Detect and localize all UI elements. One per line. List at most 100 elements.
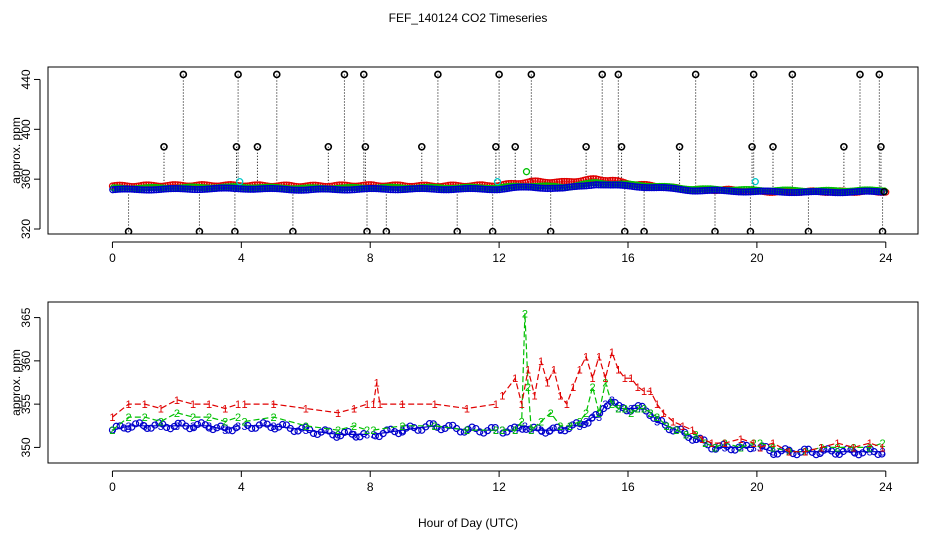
blue-point [703,186,711,195]
series-3-point [661,421,669,429]
series-3-point [538,427,546,435]
blue-point [872,188,881,196]
series-3-marker: 3 [786,447,792,459]
series-3-point [402,424,410,432]
blue-point [749,188,757,196]
blue-point [118,185,127,193]
blue-point [689,187,697,195]
blue-point [234,185,243,193]
series-3-point [333,433,341,441]
blue-point [309,185,317,194]
series-3-point [132,420,140,428]
blue-point [802,188,810,196]
series-3-point [507,425,515,433]
series-1-marker: 1 [850,442,856,454]
series-3-point [727,446,735,454]
blue-point [515,183,523,191]
blue-point [797,188,806,196]
blue-point [604,181,612,189]
blue-point [838,189,847,197]
blue-point [751,187,760,196]
spike-point [232,142,241,151]
blue-point [655,183,663,192]
blue-point [140,186,148,194]
blue-point [454,185,462,193]
series-3-marker: 3 [738,442,744,454]
series-2-marker: 2 [635,403,641,415]
blue-point [210,184,218,193]
series-3-point [831,450,840,458]
series-3-point [143,424,151,433]
blue-point [558,184,566,192]
y-tick-label: 360 [19,169,33,189]
blue-point [730,187,738,196]
series-3-point [391,428,399,436]
series-3-point [193,420,202,428]
blue-point [606,181,615,189]
blue-point [433,185,441,193]
series-2-marker: 2 [757,438,763,450]
series-3-point [325,427,333,435]
blue-point [539,184,547,192]
series-2-marker: 2 [303,421,309,433]
spike-point [640,227,648,234]
series-1-marker: 1 [158,403,164,415]
series-3-point [414,426,422,434]
blue-point [660,184,668,192]
blue-point [394,186,402,194]
blue-point [834,189,842,197]
series-3-marker: 3 [222,425,228,437]
blue-point [418,184,426,193]
blue-point [829,188,837,197]
blue-point [638,183,646,192]
blue-point [375,185,383,193]
series-2-marker: 2 [499,425,505,437]
blue-point [722,187,731,195]
blue-point [867,187,876,195]
blue-point [462,185,470,193]
blue-point [626,182,634,190]
blue-point [377,185,385,193]
series-1-marker: 1 [206,399,212,411]
blue-point [812,187,820,196]
blue-point [348,186,356,194]
end-point [880,187,888,196]
blue-point [237,185,245,193]
blue-point [186,185,194,193]
blue-point [263,184,272,193]
series-3-point [766,446,774,455]
x-axis-label: Hour of Day (UTC) [418,516,518,530]
blue-point [413,184,421,193]
blue-point [246,185,255,193]
blue-point [365,184,373,193]
series-2-marker: 2 [615,403,621,415]
spike-point [160,142,168,151]
blue-point [693,187,702,195]
blue-point [488,186,496,194]
blue-point [411,185,419,193]
series-3-point [603,402,611,410]
series-3-point [290,427,298,436]
series-3-point [278,420,287,429]
blue-point [476,185,484,193]
blue-point [614,181,622,189]
spike-point [417,142,426,151]
blue-point [440,186,448,194]
blue-point [645,184,653,192]
x-tick-label: 0 [109,480,116,494]
blue-point [739,188,748,196]
blue-point [399,185,407,194]
blue-point [353,185,361,194]
series-3-marker: 3 [142,421,148,433]
series-3-point [607,398,615,406]
blue-point [288,186,296,194]
series-1-marker: 1 [609,347,615,359]
blue-point [582,182,591,190]
blue-point [865,187,873,195]
blue-point [532,184,540,192]
series-3-point [851,449,859,457]
series-3-point [561,427,569,435]
series-3-point [116,422,124,430]
series-3-marker: 3 [557,425,563,437]
blue-point [159,185,168,193]
